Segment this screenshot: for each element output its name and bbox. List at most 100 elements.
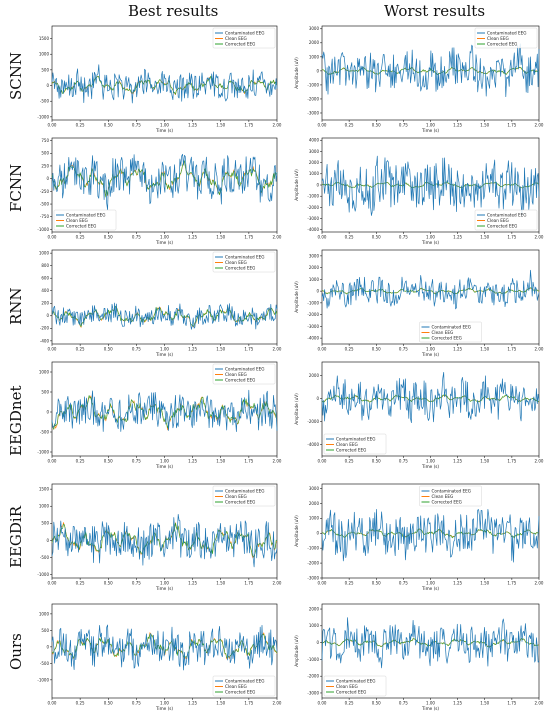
y-tick-label: -2000 <box>307 312 319 317</box>
x-tick-label: 0.75 <box>132 235 141 240</box>
x-tick-label: 0.50 <box>104 701 113 706</box>
y-tick-label: -500 <box>40 201 50 206</box>
legend-entry: Corrected EEG <box>66 224 96 229</box>
x-tick-label: 0.50 <box>104 123 113 128</box>
x-tick-label: 1.00 <box>160 123 169 128</box>
x-tick-label: 0.50 <box>372 123 381 128</box>
x-tick-label: 1.25 <box>453 123 462 128</box>
x-tick-label: 0.25 <box>345 347 354 352</box>
legend-entry: Corrected EEG <box>225 42 255 47</box>
y-tick-label: 1000 <box>39 611 50 616</box>
x-tick-label: 0.25 <box>76 581 85 586</box>
x-tick-label: 1.75 <box>244 701 253 706</box>
x-tick-label: 0.00 <box>48 235 57 240</box>
legend-entry: Corrected EEG <box>336 690 366 695</box>
legend-entry: Corrected EEG <box>336 448 366 453</box>
legend-entry: Contaminated EEG <box>432 489 472 494</box>
x-tick-label: 0.00 <box>48 347 57 352</box>
x-tick-label: 1.50 <box>480 235 489 240</box>
legend-entry: Clean EEG <box>432 330 454 335</box>
x-tick-label: 0.00 <box>48 123 57 128</box>
x-tick-label: 0.50 <box>372 701 381 706</box>
y-tick-label: -400 <box>40 338 50 343</box>
legend-entry: Corrected EEG <box>432 500 462 505</box>
y-tick-label: -1000 <box>307 300 319 305</box>
series-line-contaminated-eeg <box>321 269 540 310</box>
chart-scnn-best: -1000 -500 0 500 1000 1500 0.00 0.25 0.50 0.75 1.0… <box>28 20 283 138</box>
x-tick-label: 0.00 <box>48 459 57 464</box>
x-tick-label: 2.00 <box>535 701 544 706</box>
y-tick-label: 600 <box>41 276 49 281</box>
x-tick-label: 1.25 <box>188 701 197 706</box>
x-tick-label: 1.00 <box>160 459 169 464</box>
x-axis-label: Time (s) <box>421 240 439 245</box>
y-tick-label: 1500 <box>39 36 50 41</box>
y-tick-label: 800 <box>41 263 49 268</box>
series-line-contaminated-eeg <box>321 155 540 216</box>
y-tick-label: 1000 <box>39 504 50 509</box>
y-axis-label: Amplitude (uV) <box>294 515 299 547</box>
x-tick-label: 1.50 <box>480 347 489 352</box>
x-axis-label: Time (s) <box>421 352 439 357</box>
y-tick-label: 0 <box>46 644 49 649</box>
x-tick-label: 1.00 <box>426 123 435 128</box>
x-tick-label: 0.25 <box>345 235 354 240</box>
series-line-contaminated-eeg <box>51 153 278 211</box>
x-axis-label: Time (s) <box>155 706 173 711</box>
y-tick-label: 1000 <box>309 54 320 59</box>
y-tick-label: 0 <box>46 313 49 318</box>
x-tick-label: 1.75 <box>507 347 516 352</box>
column-header-worst: Worst results <box>384 2 486 20</box>
y-tick-label: -1000 <box>307 657 319 662</box>
y-tick-label: 3000 <box>309 149 320 154</box>
x-tick-label: 2.00 <box>273 581 282 586</box>
chart-fcnn-worst: -4000 -3000 -2000 -1000 0 1000 2000 3000 4000 0.0… <box>290 132 545 250</box>
legend-entry: Corrected EEG <box>225 378 255 383</box>
series-line-contaminated-eeg <box>321 617 540 669</box>
chart-eegdnet-worst: -4000 -2000 0 2000 0.00 0.25 0.50 0.75 1.00 1.25 1… <box>290 356 545 474</box>
y-tick-label: -1000 <box>37 572 49 577</box>
x-tick-label: 1.00 <box>160 701 169 706</box>
legend-entry: Contaminated EEG <box>66 213 106 218</box>
chart-fcnn-best: -1000 -750 -500 -250 0 250 500 750 0.00 0.25 0.50 0… <box>28 132 283 250</box>
x-tick-label: 1.50 <box>216 581 225 586</box>
x-tick-label: 0.25 <box>76 347 85 352</box>
y-tick-label: 200 <box>41 301 49 306</box>
x-tick-label: 1.25 <box>188 459 197 464</box>
x-tick-label: 0.00 <box>318 701 327 706</box>
legend-entry: Clean EEG <box>336 684 358 689</box>
y-tick-label: 2000 <box>309 160 320 165</box>
row-label-rnn: RNN <box>7 287 25 325</box>
series-line-corrected-eeg <box>51 395 278 430</box>
series-line-contaminated-eeg <box>51 624 278 671</box>
x-tick-label: 0.75 <box>399 347 408 352</box>
x-tick-label: 0.25 <box>345 701 354 706</box>
x-tick-label: 0.75 <box>399 581 408 586</box>
y-tick-label: 500 <box>41 67 49 72</box>
x-tick-label: 1.50 <box>216 347 225 352</box>
x-tick-label: 0.75 <box>132 701 141 706</box>
x-tick-label: 2.00 <box>273 459 282 464</box>
x-tick-label: 0.25 <box>345 123 354 128</box>
x-tick-label: 0.00 <box>318 459 327 464</box>
y-tick-label: 0 <box>316 289 319 294</box>
series-line-contaminated-eeg <box>51 389 278 432</box>
x-tick-label: 2.00 <box>273 347 282 352</box>
x-tick-label: 1.75 <box>244 581 253 586</box>
row-label-scnn: SCNN <box>7 51 25 100</box>
x-tick-label: 1.00 <box>160 347 169 352</box>
x-tick-label: 1.25 <box>188 581 197 586</box>
y-tick-label: 4000 <box>309 138 320 143</box>
y-tick-label: -1000 <box>307 194 319 199</box>
y-tick-label: 500 <box>41 521 49 526</box>
y-tick-label: 0 <box>316 68 319 73</box>
chart-rnn-best: -400 -200 0 200 400 600 800 1000 0.00 0.25 0.50 0.7… <box>28 244 283 362</box>
y-tick-label: -750 <box>40 214 50 219</box>
row-label-ours: Ours <box>7 633 25 670</box>
